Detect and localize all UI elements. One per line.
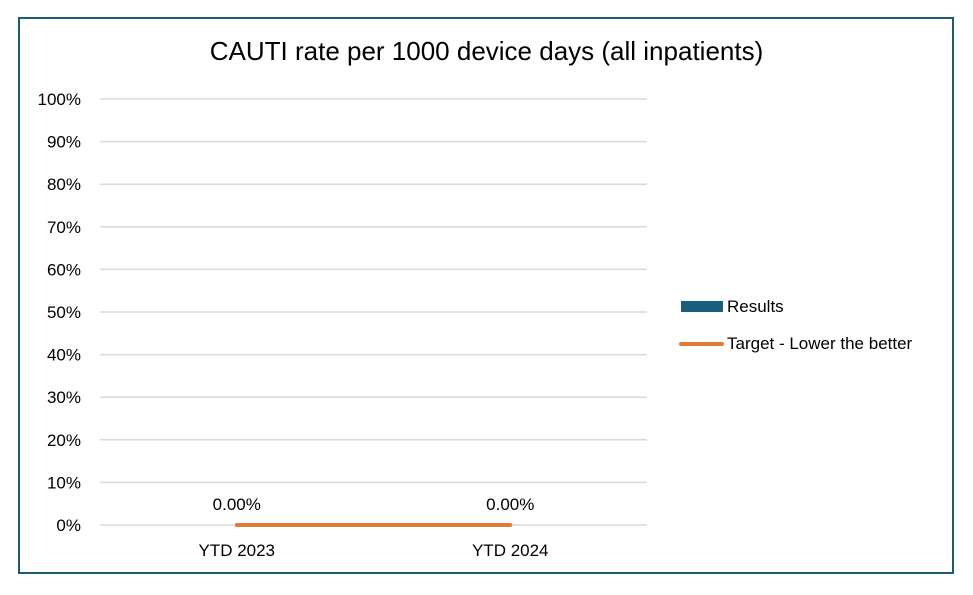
chart-title: CAUTI rate per 1000 device days (all inp… xyxy=(209,36,764,66)
data-label: 0.00% xyxy=(213,495,261,514)
y-tick-label: 60% xyxy=(47,260,81,279)
y-tick-label: 0% xyxy=(56,516,81,535)
y-tick-label: 50% xyxy=(47,303,81,322)
y-tick-label: 100% xyxy=(38,90,81,109)
legend-label-results: Results xyxy=(727,297,784,316)
y-tick-label: 20% xyxy=(47,431,81,450)
data-label: 0.00% xyxy=(486,495,534,514)
chart-frame xyxy=(18,17,954,574)
y-tick-label: 30% xyxy=(47,388,81,407)
y-tick-label: 10% xyxy=(47,473,81,492)
y-tick-label: 40% xyxy=(47,346,81,365)
legend-swatch-target xyxy=(679,342,724,346)
x-tick-label: YTD 2023 xyxy=(198,541,275,560)
legend-label-target: Target - Lower the better xyxy=(727,334,913,353)
y-tick-label: 70% xyxy=(47,218,81,237)
legend-swatch-results xyxy=(681,301,723,312)
y-tick-label: 90% xyxy=(47,133,81,152)
y-tick-label: 80% xyxy=(47,175,81,194)
x-tick-label: YTD 2024 xyxy=(472,541,549,560)
